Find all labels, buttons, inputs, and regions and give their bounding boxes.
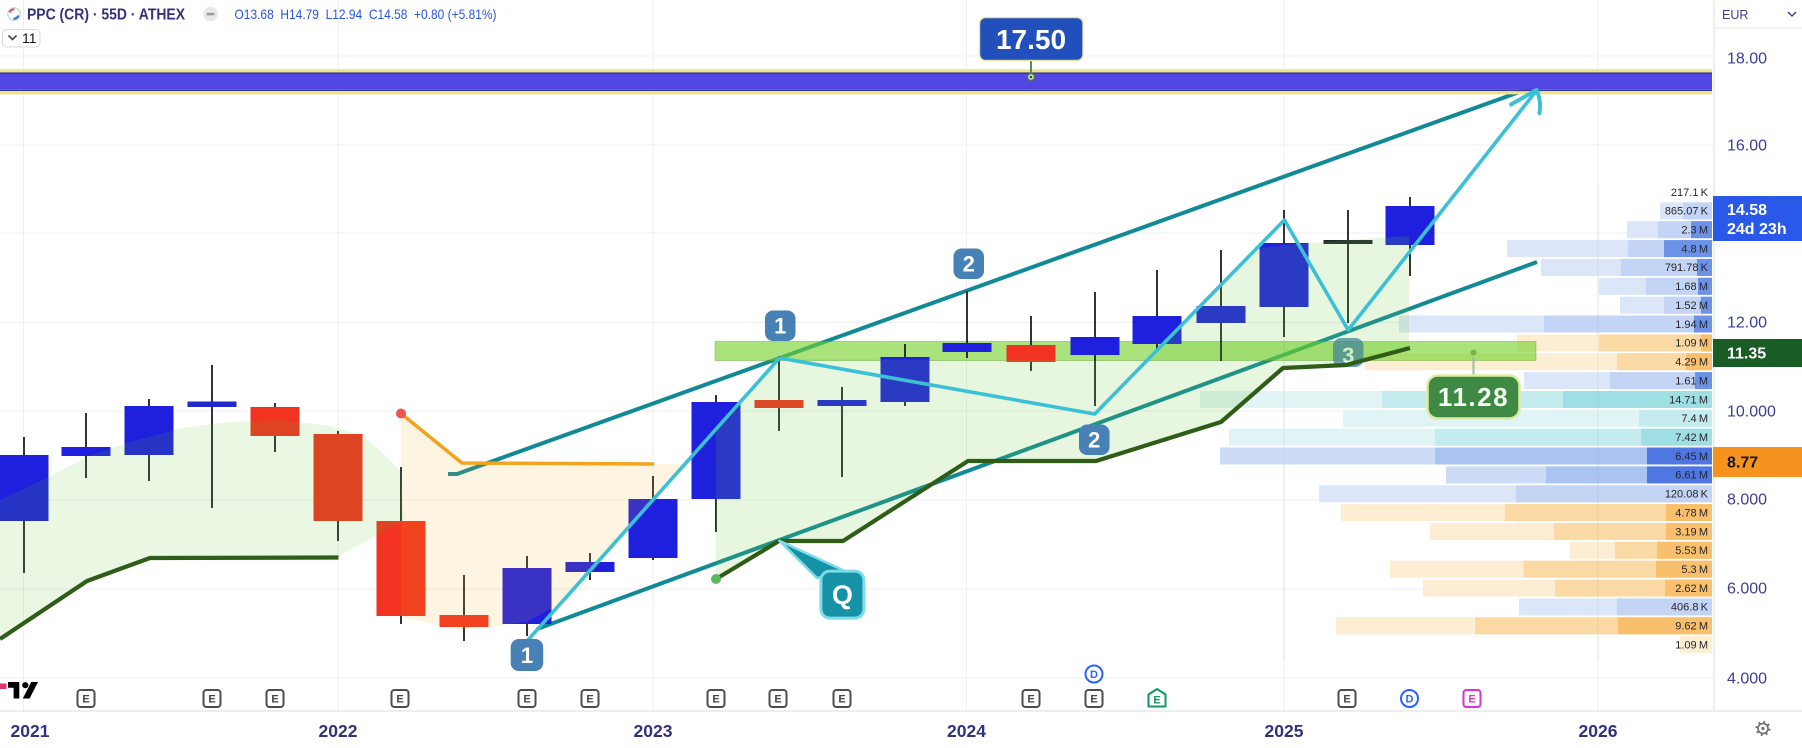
svg-text:2: 2 (963, 252, 975, 277)
svg-text:E: E (208, 694, 215, 706)
svg-text:16.00: 16.00 (1727, 138, 1767, 155)
svg-text:406.8 K: 406.8 K (1671, 602, 1709, 614)
svg-text:791.78 K: 791.78 K (1665, 262, 1709, 274)
svg-text:1.09 M: 1.09 M (1675, 639, 1708, 651)
svg-text:E: E (523, 694, 530, 706)
svg-text:12.00: 12.00 (1727, 315, 1767, 332)
svg-text:E: E (1090, 694, 1097, 706)
svg-text:2022: 2022 (319, 721, 358, 741)
svg-text:1: 1 (521, 643, 533, 668)
svg-text:6.61 M: 6.61 M (1675, 470, 1708, 482)
svg-text:2: 2 (1088, 428, 1100, 453)
svg-text:4.78 M: 4.78 M (1675, 507, 1708, 519)
svg-text:2021: 2021 (11, 721, 50, 741)
svg-text:E: E (82, 694, 89, 706)
svg-text:865.07 K: 865.07 K (1665, 206, 1709, 218)
svg-text:2024: 2024 (947, 721, 986, 741)
svg-text:8.77: 8.77 (1727, 455, 1758, 472)
svg-text:4.29 M: 4.29 M (1675, 357, 1708, 369)
svg-text:EUR: EUR (1722, 8, 1748, 22)
svg-text:E: E (271, 694, 278, 706)
svg-text:E: E (586, 694, 593, 706)
svg-text:6.45 M: 6.45 M (1675, 451, 1708, 463)
svg-text:2026: 2026 (1579, 721, 1618, 741)
svg-text:7.4 M: 7.4 M (1681, 413, 1708, 425)
svg-text:1.61 M: 1.61 M (1675, 375, 1708, 387)
svg-text:11.35: 11.35 (1727, 346, 1766, 363)
svg-text:24d 23h: 24d 23h (1727, 221, 1787, 238)
svg-text:4.8 M: 4.8 M (1681, 243, 1708, 255)
svg-text:1.68 M: 1.68 M (1675, 281, 1708, 293)
svg-text:9.62 M: 9.62 M (1675, 621, 1708, 633)
svg-text:1: 1 (774, 314, 786, 339)
svg-text:E: E (712, 694, 719, 706)
svg-text:5.53 M: 5.53 M (1675, 545, 1708, 557)
svg-text:8.000: 8.000 (1727, 492, 1767, 509)
svg-text:Q: Q (832, 580, 853, 610)
svg-text:7.42 M: 7.42 M (1675, 432, 1708, 444)
svg-text:1.52 M: 1.52 M (1675, 300, 1708, 312)
svg-text:2025: 2025 (1265, 721, 1304, 741)
svg-text:11: 11 (22, 30, 37, 46)
svg-text:D: D (1090, 669, 1098, 681)
svg-text:18.00: 18.00 (1727, 51, 1767, 68)
svg-text:PPC (CR) · 55D · ATHEX: PPC (CR) · 55D · ATHEX (27, 7, 185, 24)
svg-text:10.000: 10.000 (1727, 404, 1776, 421)
svg-text:6.000: 6.000 (1727, 581, 1767, 598)
svg-text:17.50: 17.50 (996, 24, 1066, 55)
svg-text:120.08 K: 120.08 K (1665, 489, 1709, 501)
svg-text:2.62 M: 2.62 M (1675, 583, 1708, 595)
svg-text:3.19 M: 3.19 M (1675, 526, 1708, 538)
svg-text:E: E (1153, 695, 1160, 707)
svg-text:217.1 K: 217.1 K (1671, 187, 1709, 199)
svg-text:1.94 M: 1.94 M (1675, 319, 1708, 331)
svg-text:E: E (1027, 694, 1034, 706)
svg-text:D: D (1406, 694, 1414, 706)
svg-text:E: E (774, 694, 781, 706)
svg-text:14.71 M: 14.71 M (1669, 394, 1708, 406)
svg-text:O13.68 H14.79 L12.94 C14.58: O13.68 H14.79 L12.94 C14.58 +0.80 (+5.81… (235, 6, 497, 22)
svg-text:E: E (396, 694, 403, 706)
svg-text:E: E (838, 694, 845, 706)
svg-text:5.3 M: 5.3 M (1681, 564, 1708, 576)
svg-text:11.28: 11.28 (1438, 382, 1509, 412)
svg-text:E: E (1343, 694, 1350, 706)
svg-text:1.09 M: 1.09 M (1675, 338, 1708, 350)
svg-text:14.58: 14.58 (1727, 202, 1767, 219)
svg-text:E: E (1468, 694, 1475, 706)
svg-text:2.3 M: 2.3 M (1681, 225, 1708, 237)
svg-text:2023: 2023 (634, 721, 673, 741)
svg-text:4.000: 4.000 (1727, 671, 1767, 688)
